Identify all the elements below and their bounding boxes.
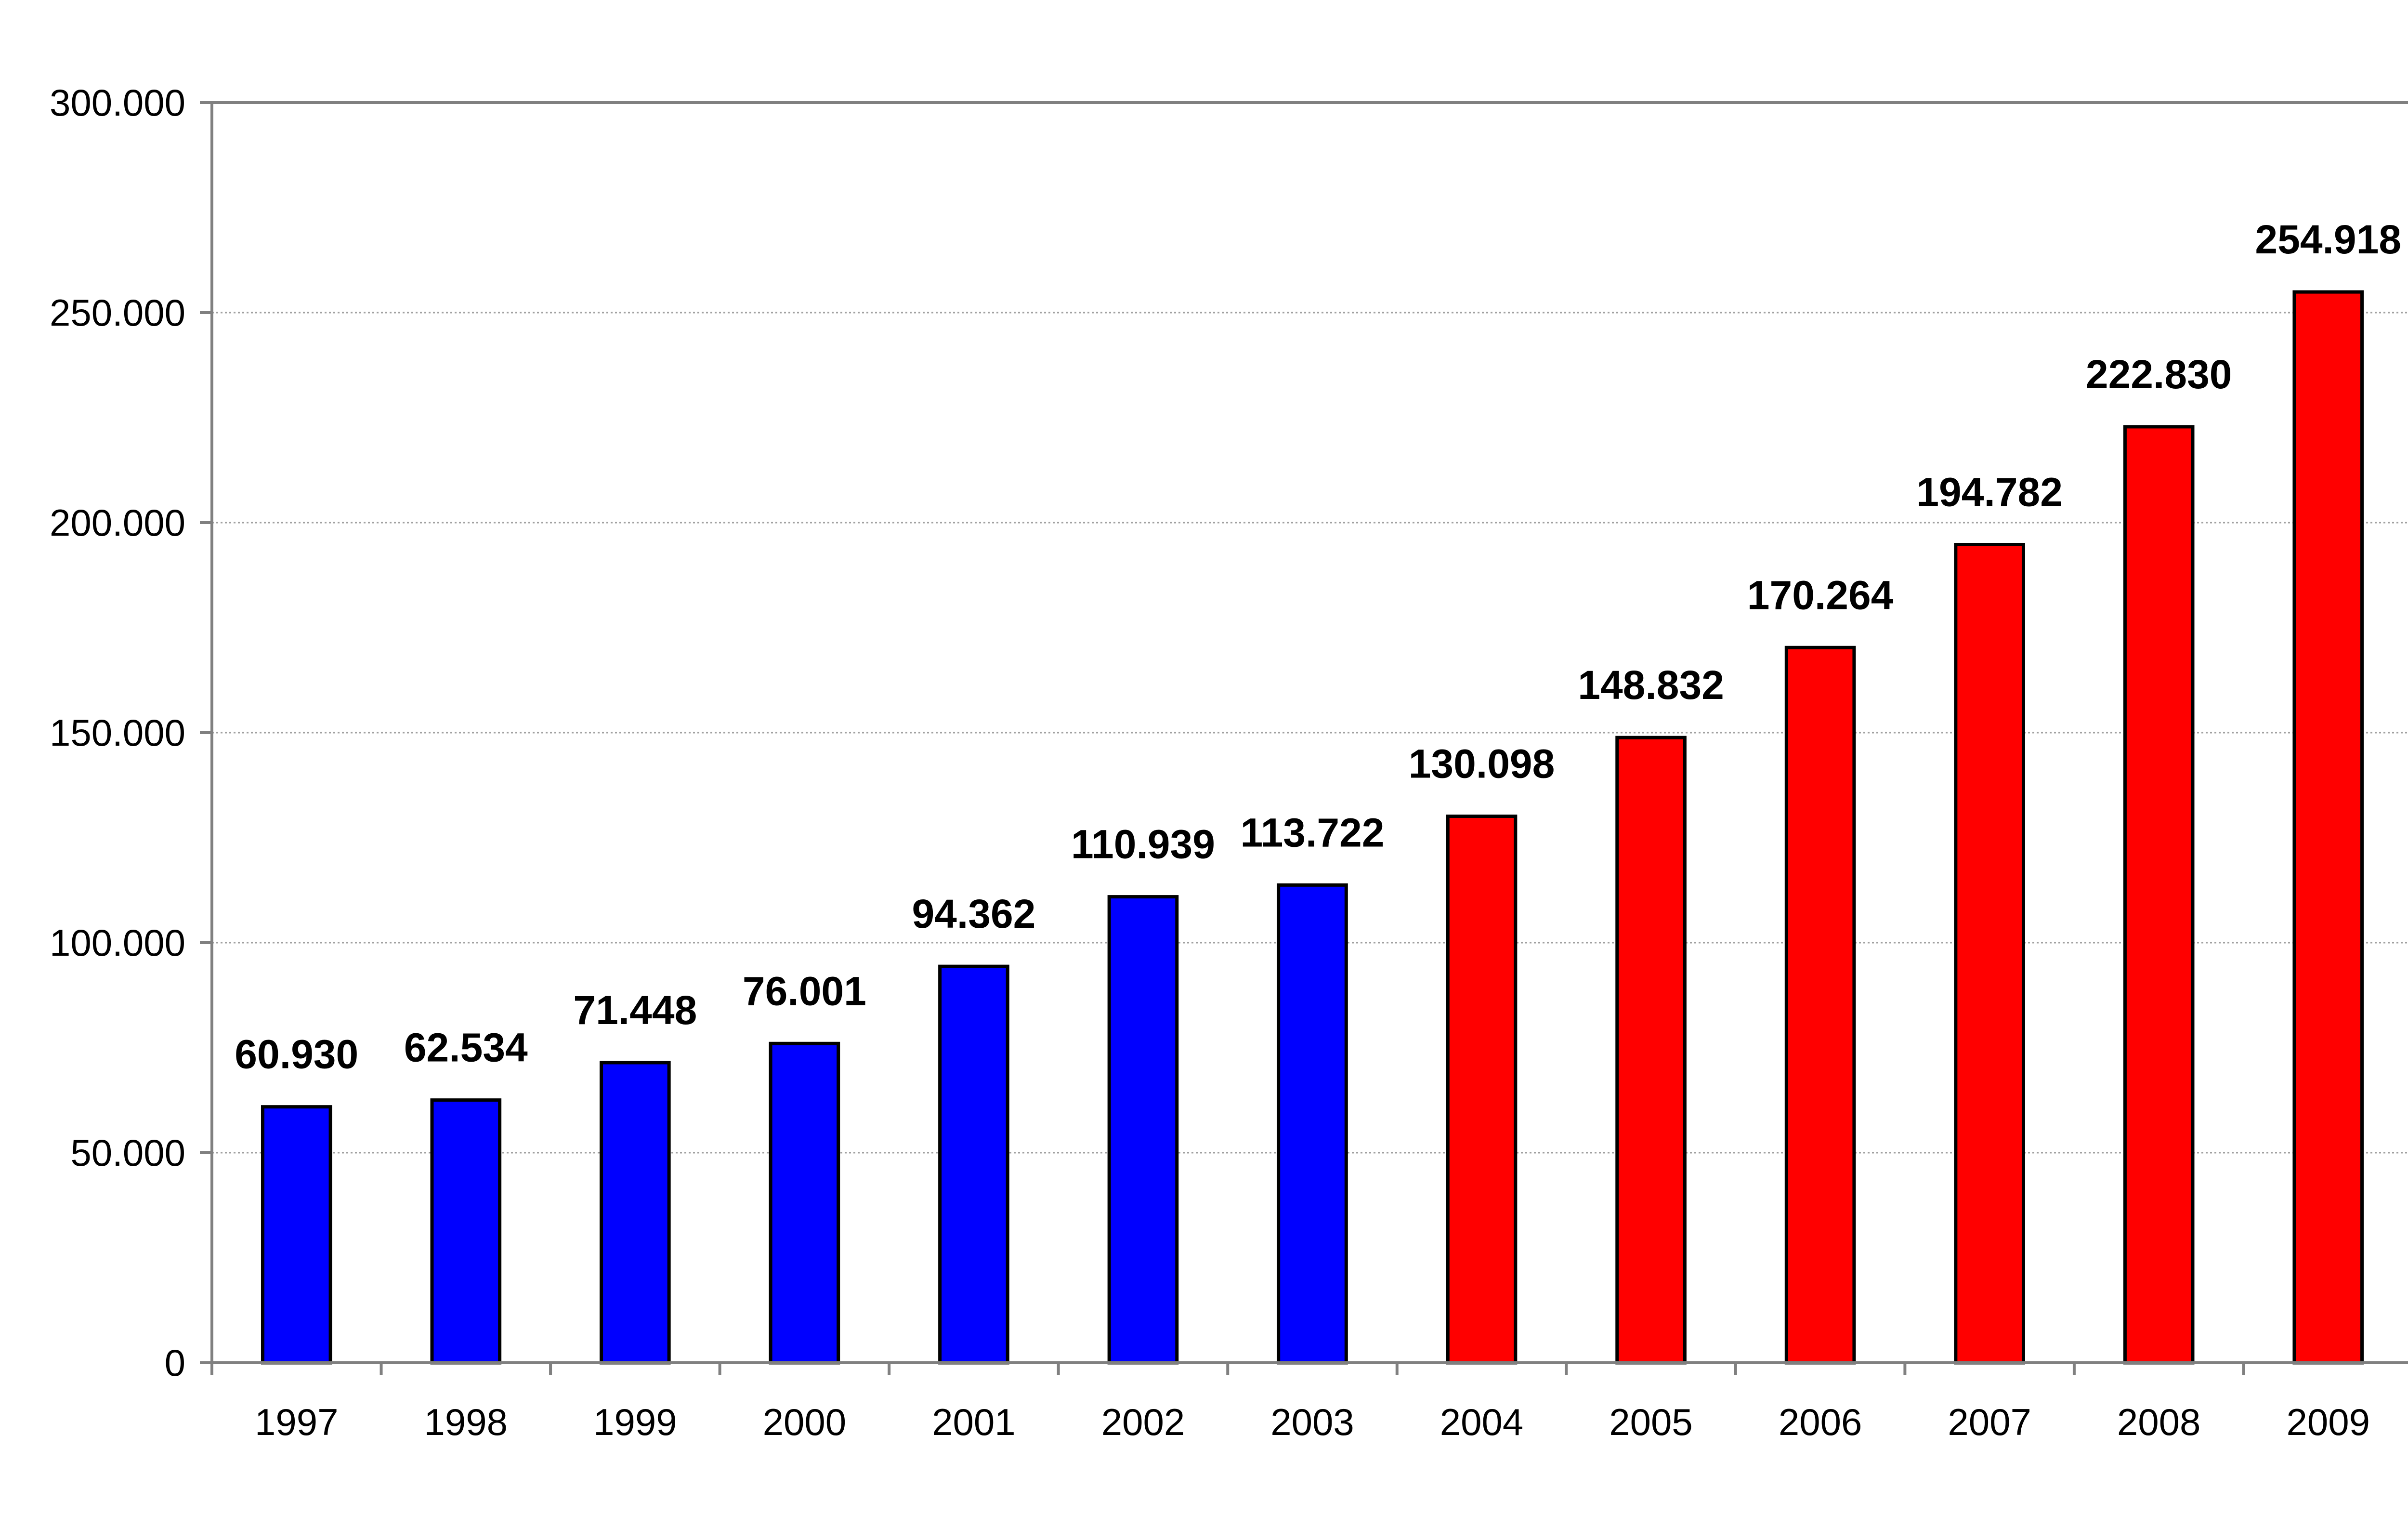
data-label-2009: 254.918 (2255, 217, 2401, 262)
x-tick-label-2008: 2008 (2117, 1401, 2201, 1443)
bar-2008 (2123, 425, 2195, 1365)
x-tick-label-2001: 2001 (932, 1401, 1016, 1443)
data-label-1997: 60.930 (235, 1032, 358, 1077)
data-label-2006: 170.264 (1747, 572, 1894, 618)
x-axis-tick-labels: 1997 1998 1999 2000 2001 2002 2003 2004 2005 2006… (255, 1401, 2370, 1443)
bar-2009 (2292, 290, 2364, 1365)
x-tick-label-2003: 2003 (1270, 1401, 1354, 1443)
data-label-2000: 76.001 (743, 968, 866, 1014)
data-label-2003: 113.722 (1240, 810, 1384, 855)
gridlines (212, 312, 2408, 1154)
y-tick-label-3: 150.000 (50, 711, 185, 754)
x-tick-label-2002: 2002 (1101, 1401, 1185, 1443)
x-tick-label-2009: 2009 (2286, 1401, 2370, 1443)
x-tick-label-2007: 2007 (1948, 1401, 2031, 1443)
data-label-2001: 94.362 (912, 891, 1035, 936)
y-tick-label-0: 0 (165, 1342, 185, 1384)
bar-2006 (1784, 645, 1856, 1365)
data-labels: 60.930 62.534 71.448 76.001 94.362 110.939 113… (235, 217, 2401, 1077)
data-label-1999: 71.448 (573, 987, 697, 1033)
y-tick-label-2: 100.000 (50, 921, 185, 964)
data-label-2008: 222.830 (2086, 352, 2232, 397)
y-tick-label-6: 300.000 (50, 81, 185, 124)
x-tick-label-2006: 2006 (1779, 1401, 1862, 1443)
y-axis-tick-labels: 0 50.000 100.000 150.000 200.000 250.000 300.0… (50, 81, 185, 1384)
x-tick-label-1997: 1997 (255, 1401, 339, 1443)
bar-2001 (938, 964, 1009, 1365)
bar-2003 (1277, 883, 1348, 1365)
bar-2005 (1615, 736, 1687, 1365)
data-label-2005: 148.832 (1578, 662, 1724, 708)
bar-1997 (261, 1105, 332, 1365)
y-tick-label-4: 200.000 (50, 501, 185, 544)
data-label-2002: 110.939 (1071, 822, 1215, 867)
bar-2007 (1954, 543, 2025, 1365)
x-tick-label-1999: 1999 (593, 1401, 677, 1443)
x-tick-label-2005: 2005 (1609, 1401, 1693, 1443)
data-label-2007: 194.782 (1916, 470, 2063, 515)
y-tick-label-1: 50.000 (70, 1132, 185, 1174)
y-tick-label-5: 250.000 (50, 291, 185, 334)
data-label-1998: 62.534 (404, 1025, 528, 1070)
bar-2002 (1107, 895, 1179, 1365)
bar-1999 (600, 1061, 671, 1365)
bar-2000 (769, 1041, 840, 1365)
data-label-2004: 130.098 (1409, 741, 1555, 787)
x-tick-label-1998: 1998 (424, 1401, 508, 1443)
bars (261, 290, 2364, 1365)
axes (200, 101, 2408, 1375)
bar-1998 (430, 1098, 502, 1365)
x-tick-label-2000: 2000 (763, 1401, 847, 1443)
x-tick-label-2004: 2004 (1440, 1401, 1524, 1443)
bar-2004 (1446, 815, 1518, 1365)
